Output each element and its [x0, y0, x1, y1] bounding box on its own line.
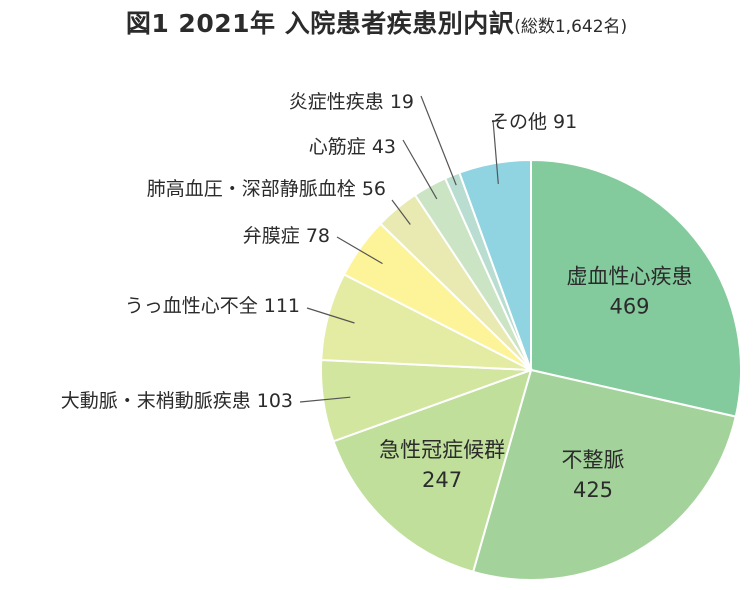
- slice-label: 急性冠症候群: [379, 438, 505, 462]
- pie-slice: [332, 368, 533, 574]
- pie-slices: [320, 158, 742, 581]
- slice-label: 不整脈: [562, 448, 625, 472]
- slice-label: うっ血性心不全 111: [125, 295, 300, 317]
- pie-slice: [530, 158, 742, 418]
- slice-label: 心筋症 43: [309, 136, 396, 158]
- slice-label: その他 91: [490, 111, 577, 133]
- slice-label: 炎症性疾患 19: [289, 91, 414, 113]
- pie-slice: [471, 368, 737, 581]
- leader-lines: [299, 95, 499, 403]
- chart-title-sub: (総数1,642名): [514, 17, 628, 37]
- leader-line: [420, 95, 457, 186]
- slice-value-label: 247: [422, 468, 462, 492]
- leader-line: [402, 139, 438, 200]
- slice-label: 弁膜症 78: [243, 225, 330, 247]
- slice-label: 大動脈・末梢動脈疾患 103: [61, 390, 293, 412]
- slice-label: 肺高血圧・深部静脈血栓 56: [147, 178, 386, 200]
- slice-value-label: 425: [573, 478, 613, 502]
- leader-line: [306, 307, 355, 324]
- pie-slice: [458, 158, 532, 371]
- slice-labels: 虚血性心疾患 469 不整脈 425 急性冠症候群 247 大動脈・末梢動脈疾患 103 うっ…: [61, 91, 693, 502]
- leader-line: [391, 199, 411, 225]
- chart-title-main: 図1 2021年 入院患者疾患別内訳: [125, 9, 515, 38]
- leader-line: [492, 119, 499, 184]
- leader-line: [299, 396, 351, 403]
- slice-label: 虚血性心疾患: [567, 264, 693, 288]
- chart-title: 図1 2021年 入院患者疾患別内訳(総数1,642名): [0, 4, 753, 47]
- leader-line: [336, 236, 383, 265]
- slice-value-label: 469: [609, 294, 649, 318]
